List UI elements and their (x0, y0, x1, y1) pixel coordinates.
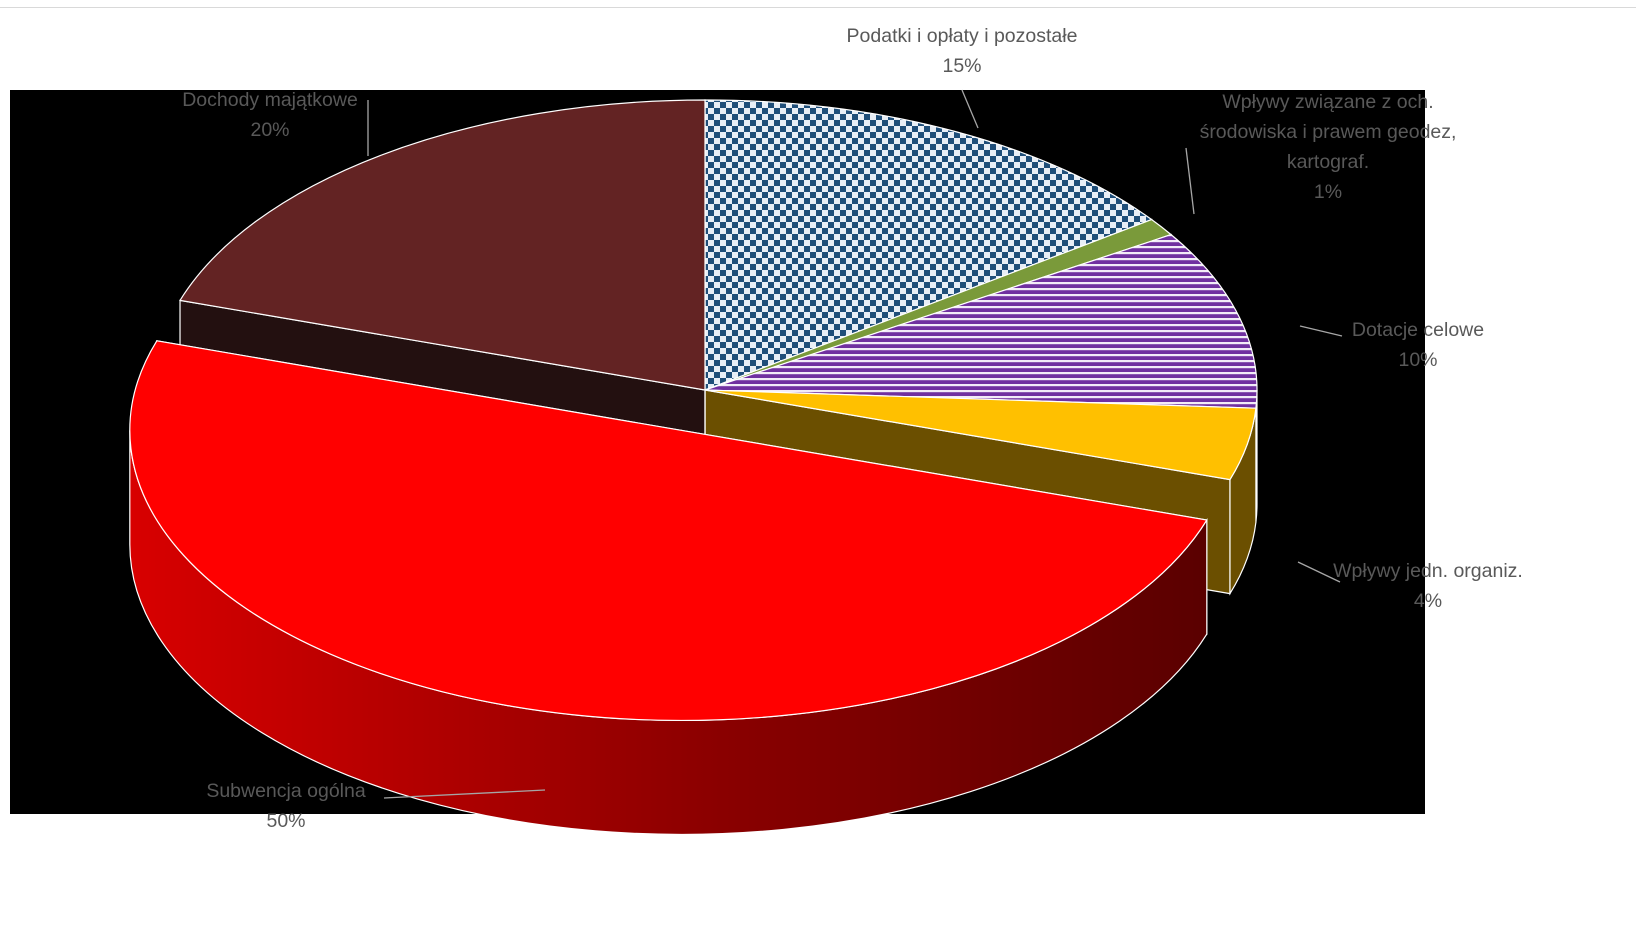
leader-line-wplywy-jedn-organiz (1297, 561, 1341, 583)
data-label-wplywy-zwiazane-z-och-srodowiska-i-prawem-geodez-kartograf: Wpływy związane z och. środowiska i prawe… (1200, 91, 1457, 203)
data-labels: Podatki i opłaty i pozostałe 15% Wpływy zw… (182, 25, 1523, 832)
data-label-category: Wpływy jedn. organiz. (1333, 560, 1523, 582)
top-divider (0, 7, 1636, 8)
slice-tops (129, 340, 1208, 835)
leader-line-dotacje-celowe (1299, 325, 1343, 337)
leader-line-podatki-i-oplaty-i-pozostale (961, 89, 979, 129)
data-label-dochody-majatkowe: Dochody majątkowe 20% (182, 89, 358, 141)
data-label-value: 1% (1314, 181, 1342, 203)
slice-top-subwencja-ogolna (129, 340, 1208, 721)
data-label-wplywy-jedn-organiz: Wpływy jedn. organiz. 4% (1333, 560, 1523, 612)
data-label-category: Dotacje celowe (1352, 319, 1484, 341)
leader-line-wplywy-zwiazane-z-och-srodowiska-i-prawem-geodez-kartograf (1185, 147, 1195, 215)
data-label-category: środowiska i prawem geodez, (1200, 121, 1457, 143)
slice-top-podatki-i-oplaty-i-pozostale (704, 99, 1153, 391)
data-label-value: 20% (250, 119, 289, 141)
data-label-subwencja-ogolna: Subwencja ogólna 50% (206, 780, 366, 832)
data-label-category: Wpływy związane z och. (1222, 91, 1433, 113)
leader-lines (367, 89, 1343, 799)
data-label-value: 4% (1414, 590, 1442, 612)
data-label-category: kartograf. (1287, 151, 1369, 173)
data-label-category: Podatki i opłaty i pozostałe (847, 25, 1078, 47)
data-label-podatki-i-oplaty-i-pozostale: Podatki i opłaty i pozostałe 15% (847, 25, 1078, 77)
slice-top-dotacje-celowe (704, 233, 1258, 409)
data-label-category: Subwencja ogólna (206, 780, 366, 802)
slice-subwencja-ogolna (129, 340, 1208, 835)
data-label-dotacje-celowe: Dotacje celowe 10% (1352, 319, 1484, 371)
slice-top-wplywy-jedn-organiz (704, 389, 1257, 481)
data-label-value: 10% (1398, 349, 1437, 371)
data-label-category: Dochody majątkowe (182, 89, 358, 111)
data-label-value: 15% (942, 55, 981, 77)
leader-line-subwencja-ogolna (383, 789, 546, 799)
slice-top-dochody-majatkowe (179, 99, 706, 391)
data-label-value: 50% (266, 810, 305, 832)
